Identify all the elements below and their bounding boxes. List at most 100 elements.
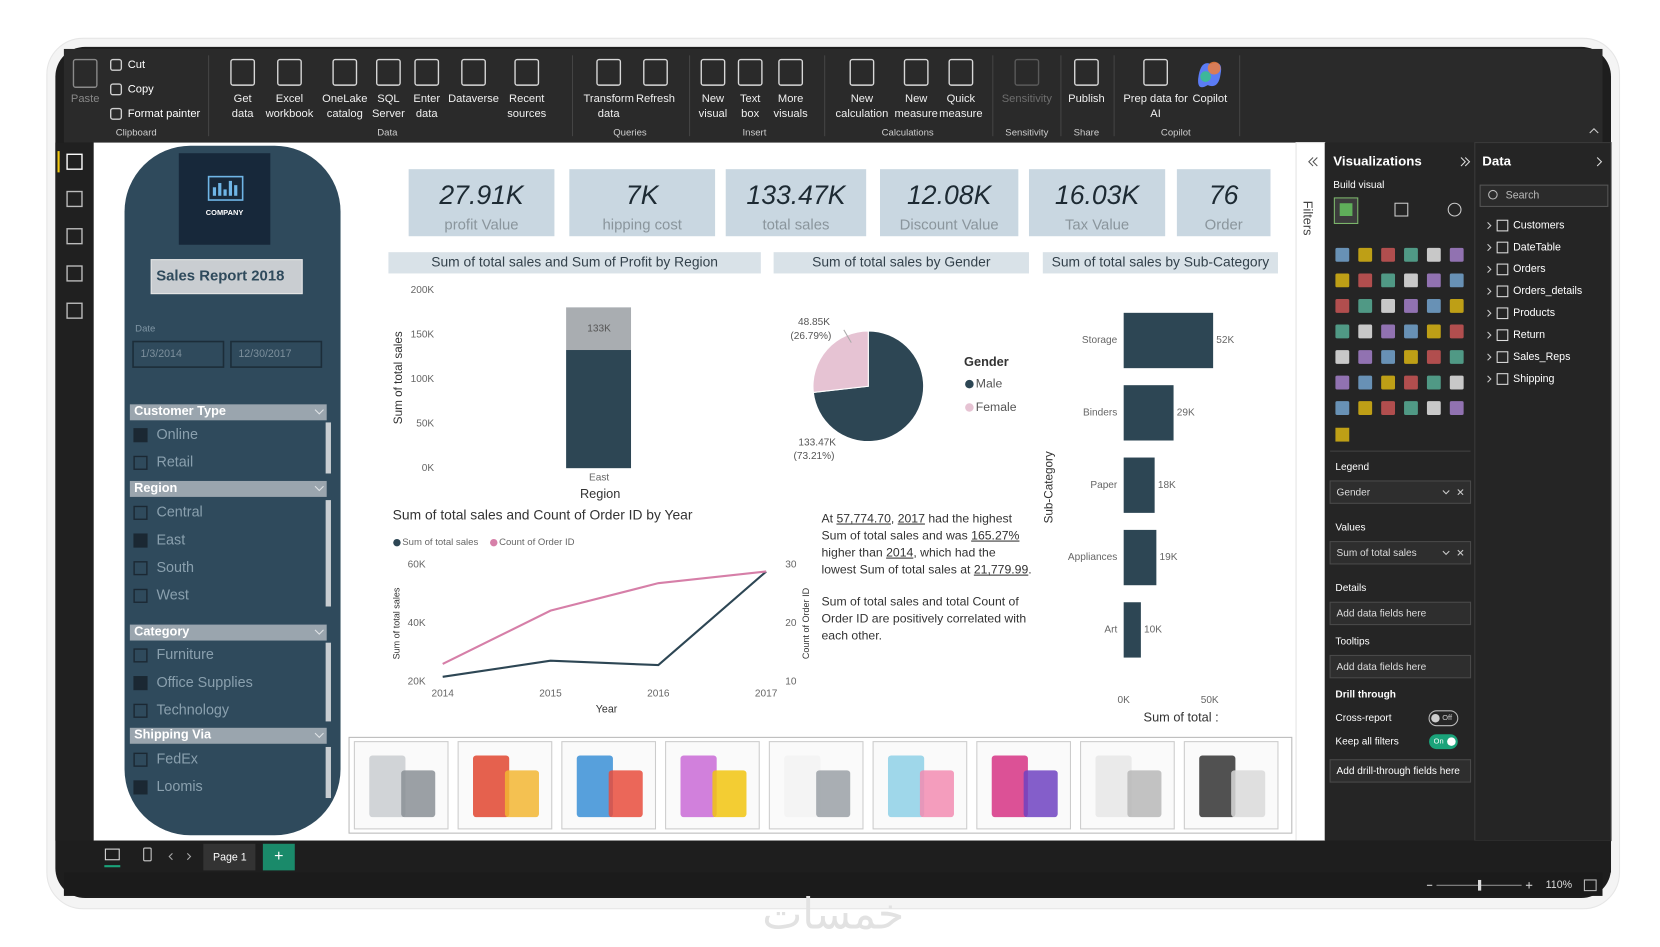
viz-gallery-icon: [1335, 401, 1350, 415]
slicer-item[interactable]: FedEx: [156, 752, 198, 768]
narrative-text: At 57,774.70, 2017 had the highest Sum o…: [821, 511, 1032, 645]
well-field[interactable]: Add data fields here: [1336, 662, 1426, 673]
ribbon-button-label[interactable]: New: [702, 93, 725, 105]
legend-entry: Male: [976, 376, 1003, 390]
logo-bar: [234, 185, 238, 196]
ribbon: [63, 48, 1603, 143]
ribbon-button-label[interactable]: Excel: [276, 93, 303, 105]
table-name[interactable]: Return: [1513, 329, 1545, 341]
ribbon-collapse: [1589, 127, 1599, 134]
ribbon-button-label[interactable]: box: [741, 108, 759, 120]
table-name[interactable]: Orders: [1513, 263, 1545, 275]
ribbon-button-label[interactable]: measure: [939, 108, 982, 120]
page-tab-label[interactable]: Page 1: [213, 851, 247, 863]
viz-icon: [1394, 202, 1409, 217]
filters-label[interactable]: Filters: [1300, 201, 1315, 236]
narrative-span: ,: [890, 512, 898, 526]
date-to[interactable]: 12/30/2017: [238, 348, 291, 360]
pie-value-label: 48.85K: [798, 317, 830, 328]
search-icon: [1488, 189, 1498, 200]
ribbon-button-label[interactable]: measure: [894, 108, 937, 120]
ribbon-button[interactable]: Copy: [128, 83, 154, 95]
ribbon-button-label[interactable]: AI: [1150, 108, 1161, 120]
ribbon-button-label[interactable]: Copilot: [1192, 93, 1228, 105]
search-placeholder[interactable]: Search: [1506, 190, 1540, 202]
viz-gallery-icon: [1426, 298, 1441, 313]
ribbon-button-label[interactable]: More: [778, 93, 803, 105]
ribbon-button-label[interactable]: Quick: [947, 93, 976, 105]
table-name[interactable]: DateTable: [1513, 241, 1561, 253]
slicer-chevron: [314, 629, 324, 635]
add-page: [262, 843, 295, 871]
product-shape: [1127, 770, 1162, 818]
expand-arrow: [1487, 353, 1492, 361]
well-field[interactable]: Sum of total sales: [1336, 548, 1416, 559]
ribbon-button-label[interactable]: Enter: [413, 93, 440, 105]
well-field[interactable]: Add data fields here: [1336, 609, 1426, 620]
ribbon-button-label[interactable]: data: [598, 108, 621, 120]
ribbon-button-label[interactable]: Server: [372, 108, 405, 120]
add-page-label[interactable]: +: [274, 848, 283, 865]
ribbon-icon: [903, 58, 929, 86]
table-name[interactable]: Customers: [1513, 219, 1564, 231]
slicer-item[interactable]: Retail: [156, 455, 193, 471]
table-name[interactable]: Sales_Reps: [1513, 351, 1570, 363]
table-name[interactable]: Products: [1513, 307, 1555, 319]
table-name[interactable]: Orders_details: [1513, 285, 1582, 297]
kpi-card: [408, 169, 555, 237]
ribbon-button-label[interactable]: visuals: [774, 108, 809, 120]
slicer-item[interactable]: Furniture: [156, 647, 213, 663]
ribbon-button-label[interactable]: data: [232, 108, 255, 120]
ribbon-button-label[interactable]: OneLake: [322, 93, 367, 105]
ribbon-button-label[interactable]: visual: [699, 108, 728, 120]
ribbon-icon: [414, 58, 440, 86]
ribbon-icon: [332, 58, 358, 86]
ribbon-button-label[interactable]: Transform: [583, 93, 633, 105]
slicer-item[interactable]: Online: [156, 427, 198, 443]
drill-button-label[interactable]: Add drill-through fields here: [1336, 766, 1460, 777]
ribbon-button-label[interactable]: workbook: [265, 108, 314, 120]
slicer-item[interactable]: Central: [156, 505, 202, 521]
slicer-item[interactable]: Loomis: [156, 779, 202, 795]
ribbon-button-label[interactable]: Refresh: [636, 93, 675, 105]
expand-arrow: [1487, 243, 1492, 252]
ribbon-button-label[interactable]: catalog: [327, 108, 363, 120]
ribbon-button-label[interactable]: Recent: [509, 93, 545, 105]
slicer-item[interactable]: Office Supplies: [156, 675, 252, 691]
date-from[interactable]: 1/3/2014: [140, 348, 181, 360]
slicer-checkbox: [133, 428, 148, 443]
toggle: [1428, 710, 1459, 727]
ribbon-button-label[interactable]: data: [416, 108, 439, 120]
ribbon-button-label[interactable]: New: [905, 93, 928, 105]
view-icon: [143, 847, 152, 862]
slicer-item[interactable]: Technology: [156, 703, 229, 719]
ribbon-icon: [277, 58, 302, 86]
ribbon-button-label[interactable]: Text: [740, 93, 761, 105]
ribbon-button[interactable]: Paste: [71, 93, 100, 105]
viz-icon: [1447, 202, 1462, 217]
ribbon-button-label[interactable]: New: [851, 93, 874, 105]
ribbon-button-label[interactable]: Prep data for: [1123, 93, 1188, 105]
table-name[interactable]: Shipping: [1513, 373, 1554, 385]
slicer-item[interactable]: South: [156, 560, 194, 576]
well-field[interactable]: Gender: [1336, 487, 1370, 498]
legend-swatch: [965, 403, 974, 412]
toggle-knob: [1447, 737, 1456, 746]
viz-gallery-icon: [1381, 401, 1396, 415]
toggle-state[interactable]: On: [1434, 737, 1444, 746]
ribbon-button-label[interactable]: sources: [507, 108, 546, 120]
ribbon-button-label[interactable]: Publish: [1068, 93, 1105, 105]
ribbon-button-label[interactable]: SQL: [377, 93, 399, 105]
ribbon-button[interactable]: Format painter: [128, 108, 201, 120]
toggle-state[interactable]: Off: [1442, 713, 1453, 722]
slicer-item[interactable]: West: [156, 588, 188, 604]
ribbon-button[interactable]: Cut: [128, 59, 146, 71]
ribbon-button-label[interactable]: Sensitivity: [1002, 93, 1053, 105]
slicer-item[interactable]: East: [156, 532, 185, 548]
ribbon-button-label[interactable]: Dataverse: [448, 93, 499, 105]
ribbon-button-label[interactable]: Get: [234, 93, 253, 105]
viz-gallery-icon: [1404, 375, 1418, 390]
ribbon-button-label[interactable]: calculation: [836, 108, 889, 120]
kpi-label: Order: [1205, 218, 1243, 234]
